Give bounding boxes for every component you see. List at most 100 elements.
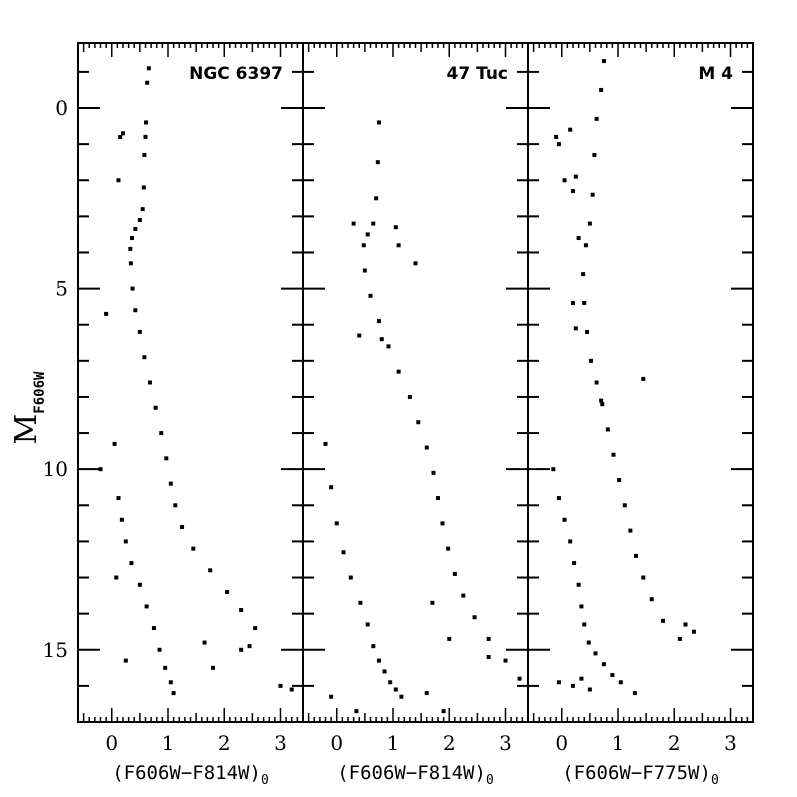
y-tick-label: 15 — [43, 638, 68, 662]
x-tick-label: 2 — [218, 731, 231, 755]
data-point — [164, 456, 169, 461]
data-point — [649, 597, 654, 602]
tick-labels: 0 1 2 3(F606W−F814W)00 1 2 3(F606W−F814W)00 1 2 3… — [43, 96, 737, 788]
panel-frame-0 — [77, 42, 304, 723]
data-point — [594, 116, 599, 121]
data-point — [144, 604, 149, 609]
panel-titles: NGC 6397 47 Tuc M 4 — [189, 64, 733, 84]
panel-frame-1 — [302, 42, 529, 723]
data-point — [587, 221, 592, 226]
data-points — [98, 59, 696, 714]
data-point — [361, 243, 366, 248]
data-point — [180, 524, 185, 529]
data-point — [572, 561, 577, 566]
data-point — [382, 669, 387, 674]
data-point — [393, 687, 398, 692]
data-point — [168, 680, 173, 685]
data-point — [554, 134, 559, 139]
data-point — [599, 87, 604, 92]
data-point — [379, 337, 384, 342]
data-point — [440, 521, 445, 526]
data-point — [556, 680, 561, 685]
x-tick-label: 2 — [443, 731, 456, 755]
data-point — [677, 636, 682, 641]
y-axis-label-main: M — [9, 414, 44, 445]
data-point — [129, 561, 134, 566]
data-point — [137, 329, 142, 334]
data-point — [142, 355, 147, 360]
data-point — [599, 398, 604, 403]
data-point — [396, 369, 401, 374]
data-point — [683, 622, 688, 627]
data-point — [581, 272, 586, 277]
data-point — [452, 571, 457, 576]
data-point — [641, 575, 646, 580]
data-point — [374, 196, 379, 201]
data-point — [133, 227, 138, 232]
data-point — [416, 420, 421, 425]
data-point — [123, 658, 128, 663]
data-point — [151, 626, 156, 631]
data-point — [503, 658, 508, 663]
data-point — [163, 665, 168, 670]
data-point — [112, 441, 117, 446]
data-point — [600, 402, 605, 407]
data-point — [551, 467, 556, 472]
data-point — [430, 600, 435, 605]
data-point — [579, 676, 584, 681]
data-point — [632, 691, 637, 696]
data-point — [461, 593, 466, 598]
data-point — [556, 496, 561, 501]
data-point — [334, 521, 339, 526]
y-axis-label-sub: F606W — [32, 371, 48, 414]
data-point — [593, 651, 598, 656]
data-point — [446, 546, 451, 551]
data-point — [159, 431, 164, 436]
data-point — [472, 615, 477, 620]
data-point — [589, 358, 593, 363]
data-point — [594, 380, 599, 385]
x-tick-label: 3 — [274, 731, 287, 755]
data-point — [128, 246, 133, 251]
data-point — [329, 694, 334, 699]
data-point — [116, 496, 121, 501]
data-point — [571, 301, 575, 306]
data-point — [191, 546, 196, 551]
data-point — [123, 539, 128, 544]
data-point — [121, 131, 125, 136]
data-point — [157, 647, 162, 652]
data-point — [98, 467, 103, 472]
data-point — [585, 329, 590, 334]
y-tick-label: 0 — [55, 96, 68, 120]
data-point — [601, 662, 606, 667]
data-point — [119, 517, 124, 522]
data-point — [137, 582, 142, 587]
tick-marks — [78, 43, 753, 722]
data-point — [576, 582, 581, 587]
data-point — [571, 683, 575, 688]
data-point — [587, 687, 592, 692]
data-point — [590, 192, 595, 197]
data-point — [573, 326, 578, 331]
data-point — [617, 478, 622, 483]
data-point — [691, 629, 696, 634]
data-point — [128, 261, 133, 266]
panel-title-0: NGC 6397 — [189, 64, 283, 84]
data-point — [661, 618, 665, 623]
data-point — [145, 80, 150, 85]
x-tick-label: 3 — [724, 731, 737, 755]
panel-title-2: M 4 — [698, 64, 733, 84]
data-point — [611, 452, 616, 457]
data-point — [386, 344, 391, 349]
data-point — [556, 142, 561, 147]
data-point — [568, 127, 573, 132]
y-tick-label: 5 — [55, 277, 68, 301]
data-point — [142, 152, 147, 157]
data-point — [582, 622, 587, 627]
data-point — [486, 636, 491, 641]
x-tick-label: 3 — [499, 731, 512, 755]
data-point — [239, 608, 244, 613]
data-point — [211, 665, 215, 670]
data-point — [576, 236, 581, 241]
